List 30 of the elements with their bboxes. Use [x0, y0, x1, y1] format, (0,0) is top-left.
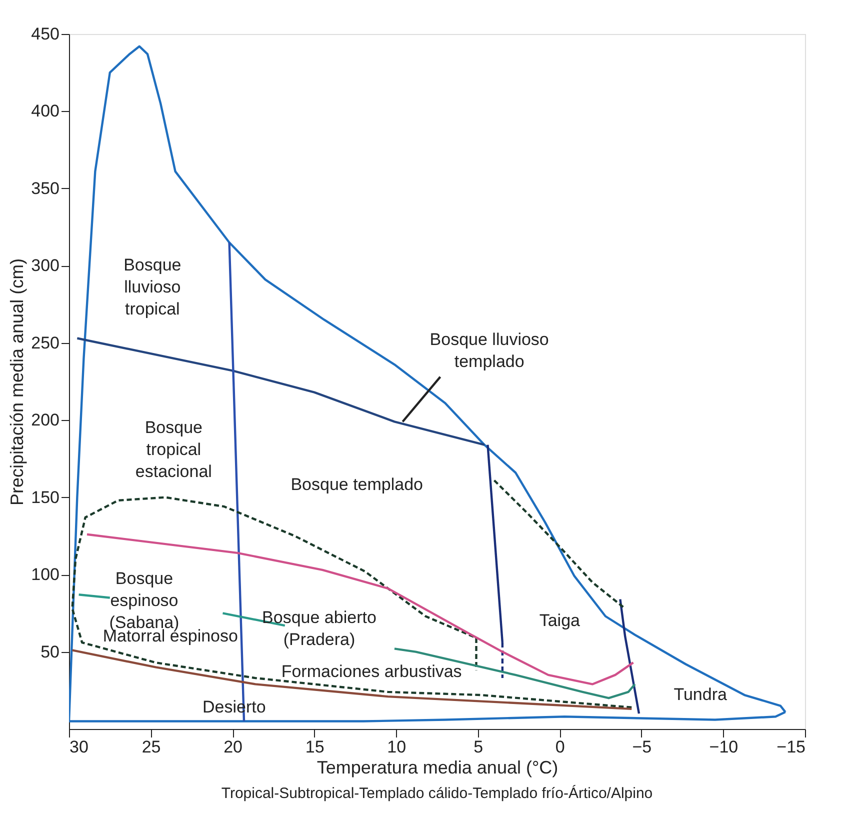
- annotation: Formaciones arbustivas: [281, 662, 462, 681]
- y-tick-label: 100: [31, 565, 60, 584]
- x-tick-label: −15: [776, 738, 806, 756]
- x-tick-label: −5: [632, 738, 652, 756]
- x-tick-label: 20: [224, 738, 243, 756]
- annotation: Tundra: [674, 685, 728, 704]
- x-tick-label: 15: [305, 738, 324, 756]
- y-tick-label: 350: [31, 178, 60, 198]
- annotation: Bosque templado: [290, 474, 424, 494]
- x-tick-label: 10: [387, 738, 406, 756]
- annotation: Bosque lluvioso templado: [430, 330, 549, 371]
- y-tick-label: 50: [40, 642, 60, 662]
- x-tick-label: 25: [142, 738, 161, 756]
- annotation: Taiga: [539, 610, 581, 630]
- x-tick-label: −10: [709, 738, 738, 756]
- annotation: Bosque tropical estacional: [135, 418, 212, 481]
- annotation: Bosque abierto (Pradera): [262, 608, 376, 649]
- x-tick-label: 5: [474, 738, 484, 756]
- y-axis-title: Precipitación media anual (cm): [7, 258, 28, 506]
- x-tick-label: 0: [555, 738, 565, 756]
- y-tick-label: 250: [31, 333, 60, 352]
- y-tick-label: 150: [31, 488, 60, 507]
- x-tick-label: 30: [70, 738, 88, 756]
- y-tick-label: 450: [31, 24, 60, 44]
- y-tick-label: 200: [31, 410, 60, 430]
- x-axis-title: Temperatura media anual (°C): [316, 758, 558, 778]
- text: Tropical-Subtropical-Templado cálido-Templado frío-Ártico/Alpino: [221, 784, 653, 802]
- y-tick-label: 300: [31, 256, 60, 276]
- annotation: Bosque lluvioso tropical: [124, 256, 182, 319]
- y-tick-label: 400: [31, 102, 60, 121]
